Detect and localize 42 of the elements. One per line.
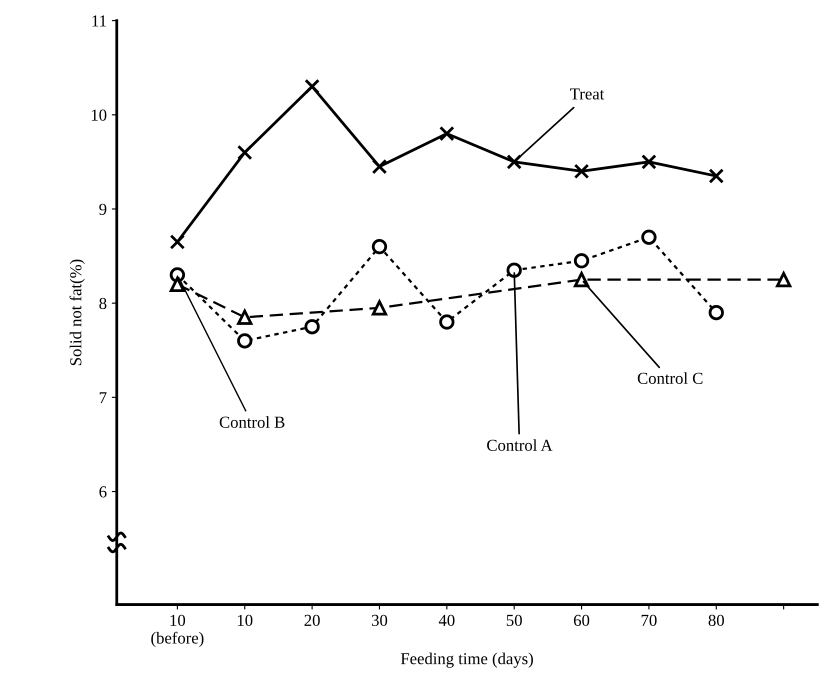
point [708, 168, 724, 184]
y-axis-title: Solid not fat(%) [70, 260, 85, 366]
point [506, 154, 522, 170]
text: Control C [638, 372, 702, 384]
point [641, 154, 657, 170]
point [776, 272, 792, 288]
x-tick-label: 20 [304, 614, 320, 626]
y-tick-label: 8 [99, 298, 106, 310]
point [574, 253, 590, 268]
point [372, 239, 388, 254]
point [237, 310, 252, 325]
y-tick-label: 11 [92, 15, 106, 26]
x-tick-label: 40 [438, 614, 455, 626]
y-tick-label: 9 [99, 204, 106, 215]
text: Treat [570, 88, 604, 100]
point [237, 144, 252, 160]
x-axis-title: Feeding time (days) [400, 652, 533, 668]
x-tick-label: 30 [372, 614, 388, 626]
y-tick-label: 6 [99, 486, 107, 498]
annotation: Control B [220, 416, 284, 428]
point [439, 314, 454, 330]
x-tick-label: 70 [642, 614, 657, 626]
x-tick-label: 80 [708, 614, 724, 626]
point [439, 126, 454, 142]
point [237, 333, 252, 348]
point [372, 300, 388, 316]
text: Control A [487, 439, 553, 451]
point [574, 164, 590, 179]
point [304, 78, 320, 94]
y-tick-label: 7 [100, 392, 107, 404]
y-tick-label: 10 [92, 109, 106, 121]
point [170, 234, 186, 250]
point [641, 230, 657, 245]
point [708, 304, 724, 320]
x-tick-label: 10 [238, 614, 252, 626]
point [506, 262, 522, 278]
point [170, 276, 186, 292]
x-tick-label: 50 [506, 614, 522, 626]
x-tick-label: 60 [574, 614, 590, 626]
point [304, 319, 320, 334]
point [372, 158, 388, 174]
x-tick-label: 10 (before) [151, 614, 204, 648]
